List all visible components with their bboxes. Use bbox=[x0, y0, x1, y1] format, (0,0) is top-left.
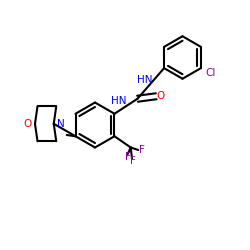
Text: O: O bbox=[156, 91, 165, 101]
Text: F: F bbox=[139, 145, 145, 155]
Text: F: F bbox=[130, 156, 136, 166]
Text: Cl: Cl bbox=[206, 68, 216, 78]
Text: O: O bbox=[23, 119, 31, 129]
Text: F: F bbox=[125, 152, 131, 162]
Text: N: N bbox=[58, 119, 65, 129]
Text: HN: HN bbox=[137, 75, 152, 85]
Text: HN: HN bbox=[111, 96, 126, 106]
